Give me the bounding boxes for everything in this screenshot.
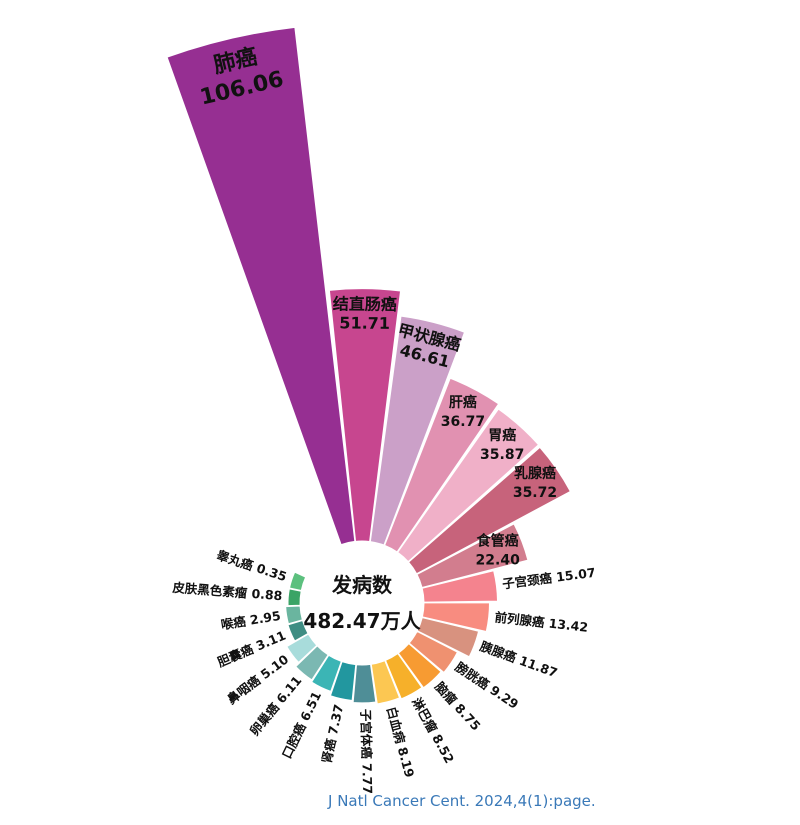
segment-name: 结直肠癌 [332, 294, 397, 314]
bar-18 [286, 633, 318, 664]
bar-6 [416, 523, 529, 589]
bars-group [166, 26, 571, 705]
segment-value: 36.77 [441, 414, 485, 430]
bar-5 [407, 446, 571, 575]
segment-name: 胃癌 [488, 427, 516, 444]
segment-name: 肝癌 [449, 394, 477, 411]
segment-label-6: 食管癌 22.40 [476, 532, 521, 568]
bar-10 [408, 630, 459, 674]
segment-name: 食管癌 [477, 532, 519, 549]
bar-0 [166, 26, 356, 546]
segment-label-22: 睾丸癌 0.35 [215, 547, 289, 584]
bar-16 [310, 654, 342, 693]
bar-19 [287, 619, 309, 642]
bar-8 [421, 602, 490, 633]
segment-value: 35.87 [480, 447, 524, 463]
segment-value: 22.40 [476, 552, 521, 568]
bar-13 [370, 659, 401, 705]
segment-label-15: 肾癌 7.37 [319, 703, 346, 765]
bar-17 [295, 645, 329, 681]
bar-7 [421, 570, 499, 603]
bar-11 [397, 642, 442, 689]
center-title: 发病数 [331, 573, 393, 597]
segment-label-7: 子宫颈癌 15.07 [501, 565, 596, 592]
bar-9 [416, 616, 480, 658]
segment-value: 35.72 [513, 485, 557, 501]
citation: J Natl Cancer Cent. 2024,4(1):page. [328, 792, 596, 810]
segment-label-13: 白血病 8.19 [384, 705, 417, 779]
bar-3 [384, 377, 500, 553]
segment-label-4: 胃癌 35.87 [480, 427, 524, 463]
bar-1 [328, 288, 402, 543]
bar-12 [384, 652, 423, 700]
segment-label-9: 胰腺癌 11.87 [478, 638, 560, 680]
bar-2 [369, 315, 466, 546]
segment-label-20: 喉癌 2.95 [220, 608, 282, 632]
bar-14 [352, 663, 377, 704]
segment-label-3: 肝癌 36.77 [441, 394, 485, 430]
segment-name: 乳腺癌 [514, 465, 556, 482]
bar-22 [288, 571, 307, 592]
bar-21 [287, 588, 302, 607]
segment-label-8: 前列腺癌 13.42 [494, 609, 589, 634]
bar-20 [285, 605, 303, 625]
segment-label-5: 乳腺癌 35.72 [513, 465, 557, 501]
segment-value: 51.71 [339, 313, 390, 332]
center-total: 482.47万人 [303, 609, 421, 633]
bar-15 [329, 661, 357, 702]
segment-label-21: 皮肤黑色素瘤 0.88 [171, 580, 283, 604]
bar-4 [396, 408, 540, 563]
segment-label-14: 子宫体癌 7.77 [358, 709, 375, 795]
